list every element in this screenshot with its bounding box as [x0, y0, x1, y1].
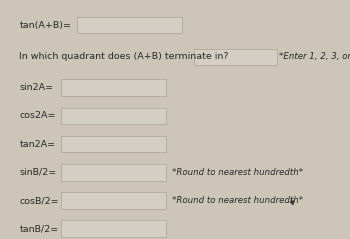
Text: sinB/2=: sinB/2=	[19, 168, 56, 177]
Text: *Enter 1, 2, 3, or 4*: *Enter 1, 2, 3, or 4*	[279, 52, 350, 61]
FancyBboxPatch shape	[194, 49, 276, 65]
FancyBboxPatch shape	[77, 17, 182, 33]
Text: cos2A=: cos2A=	[19, 111, 56, 120]
Text: sin2A=: sin2A=	[19, 83, 53, 92]
Text: *Round to nearest hundredth*: *Round to nearest hundredth*	[172, 196, 303, 205]
Text: *Round to nearest hundredth*: *Round to nearest hundredth*	[172, 168, 303, 177]
FancyBboxPatch shape	[61, 136, 166, 152]
FancyBboxPatch shape	[61, 220, 166, 237]
FancyBboxPatch shape	[61, 164, 166, 181]
Text: tanB/2=: tanB/2=	[19, 224, 58, 233]
FancyBboxPatch shape	[61, 192, 166, 209]
FancyBboxPatch shape	[61, 79, 166, 96]
Text: In which quadrant does (A+B) terminate in?: In which quadrant does (A+B) terminate i…	[19, 52, 229, 61]
Text: tan2A=: tan2A=	[19, 140, 55, 149]
FancyBboxPatch shape	[61, 108, 166, 124]
Text: tan(A+B)=: tan(A+B)=	[19, 21, 71, 30]
Text: cosB/2=: cosB/2=	[19, 196, 59, 205]
